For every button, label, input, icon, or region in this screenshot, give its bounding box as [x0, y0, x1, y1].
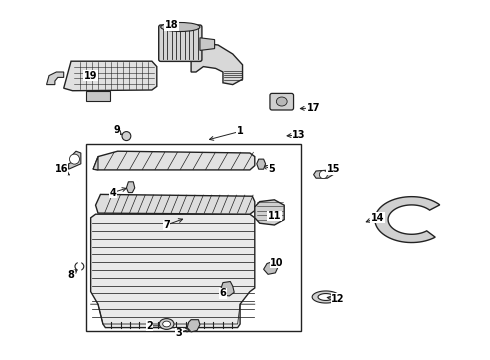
Text: 15: 15 [326, 164, 340, 174]
Text: 17: 17 [307, 103, 320, 113]
Text: 16: 16 [54, 164, 68, 174]
Text: 11: 11 [268, 211, 281, 221]
Circle shape [319, 171, 327, 179]
Polygon shape [220, 282, 234, 296]
Polygon shape [96, 194, 255, 214]
Text: 2: 2 [146, 321, 153, 331]
Polygon shape [86, 91, 110, 101]
Text: 8: 8 [68, 270, 74, 280]
Text: 14: 14 [370, 213, 384, 223]
Ellipse shape [75, 262, 84, 270]
Polygon shape [200, 38, 215, 50]
Polygon shape [312, 291, 339, 303]
Text: 9: 9 [113, 125, 120, 135]
Polygon shape [257, 159, 266, 169]
Polygon shape [93, 157, 98, 170]
Polygon shape [69, 151, 81, 169]
Text: 12: 12 [331, 294, 345, 304]
Ellipse shape [159, 319, 174, 329]
Text: 19: 19 [84, 71, 98, 81]
Text: 3: 3 [175, 328, 182, 338]
Ellipse shape [163, 321, 171, 327]
FancyBboxPatch shape [270, 93, 294, 110]
Polygon shape [264, 261, 278, 274]
Text: 7: 7 [163, 220, 170, 230]
Polygon shape [314, 170, 333, 178]
Bar [86, 144, 301, 331]
Text: 1: 1 [237, 126, 244, 136]
Polygon shape [255, 200, 284, 225]
Polygon shape [191, 43, 243, 85]
Circle shape [70, 154, 79, 164]
Ellipse shape [122, 132, 131, 140]
Polygon shape [187, 320, 200, 332]
FancyBboxPatch shape [159, 25, 202, 62]
Ellipse shape [276, 97, 287, 106]
Polygon shape [126, 182, 135, 193]
Text: 13: 13 [292, 130, 306, 140]
Text: 18: 18 [165, 20, 178, 30]
Ellipse shape [161, 22, 200, 31]
Polygon shape [375, 197, 440, 243]
Polygon shape [91, 214, 255, 328]
Text: 4: 4 [109, 188, 116, 198]
Text: 5: 5 [269, 164, 275, 174]
Text: 6: 6 [220, 288, 226, 298]
Polygon shape [93, 151, 255, 170]
Text: 10: 10 [270, 258, 284, 268]
Polygon shape [64, 61, 157, 91]
Polygon shape [47, 72, 64, 85]
